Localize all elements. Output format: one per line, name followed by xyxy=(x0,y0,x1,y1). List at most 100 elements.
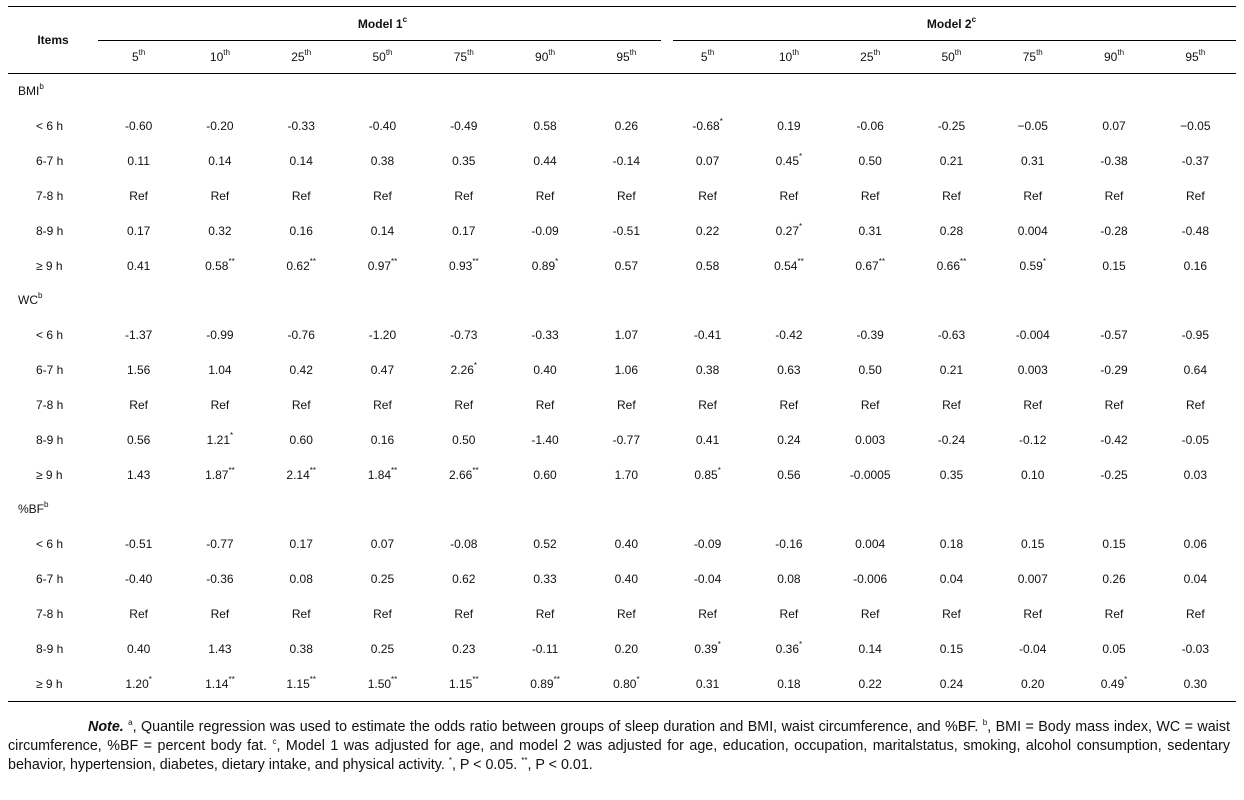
table-cell: 0.15 xyxy=(1021,536,1045,551)
table-cell: 0.03 xyxy=(1183,467,1207,482)
table-cell: 1.21* xyxy=(206,430,234,447)
table-cell: Ref xyxy=(779,606,799,621)
table-note: Note. a, Quantile regression was used to… xyxy=(8,718,1230,775)
table-cell: 0.67** xyxy=(855,256,885,273)
table-cell: -0.60 xyxy=(124,118,153,133)
percentile-header: 95th xyxy=(585,41,667,74)
table-cell: 0.50 xyxy=(858,153,882,168)
table-cell: 2.66** xyxy=(448,465,479,482)
section-row: %BFb xyxy=(8,492,1236,526)
table-cell: Ref xyxy=(860,188,880,203)
table-cell: 0.39* xyxy=(694,639,721,656)
table-cell: 0.32 xyxy=(208,223,232,238)
items-header: Items xyxy=(8,6,98,74)
table-cell: 1.70 xyxy=(614,467,638,482)
table-cell: -0.11 xyxy=(531,641,559,656)
table-cell: -0.03 xyxy=(1181,641,1209,656)
row-label: 7-8 h xyxy=(36,606,64,621)
table-row: 8-9 h 0.17 0.32 0.16 0.14 0.17 -0.09 -0.51 0.22 0… xyxy=(8,213,1236,248)
table-cell: 0.40 xyxy=(533,362,557,377)
table-cell: 1.15** xyxy=(260,666,342,702)
table-cell: Ref xyxy=(616,606,636,621)
table-cell: -0.29 xyxy=(1100,362,1128,377)
table-cell: 0.63 xyxy=(777,362,801,377)
table-cell: 0.97** xyxy=(367,256,398,273)
table-cell: 0.38 xyxy=(695,362,720,377)
table-cell: -1.20 xyxy=(368,327,397,342)
table-cell: 0.60 xyxy=(533,467,557,482)
table-cell: 0.62** xyxy=(286,256,316,273)
table-cell: Ref xyxy=(942,188,961,203)
table-cell: 0.004 xyxy=(1017,223,1048,238)
row-label: 6-7 h xyxy=(36,362,64,377)
table-cell: -0.73 xyxy=(450,327,478,342)
table-cell: 0.80* xyxy=(585,666,667,702)
table-cell: -0.33 xyxy=(531,327,559,342)
table-cell: 0.33 xyxy=(533,571,557,586)
table-row: 7-8 h Ref Ref Ref Ref Ref Ref Ref Ref Ref Ref Ref Re… xyxy=(8,178,1236,213)
table-row: < 6 h -0.51 -0.77 0.17 0.07 -0.08 0.52 0.40 -0.0… xyxy=(8,526,1236,561)
table-cell: 0.16 xyxy=(289,223,313,238)
table-cell: 0.40 xyxy=(614,571,638,586)
table-cell: 0.10 xyxy=(1021,467,1045,482)
table-cell: 0.58** xyxy=(205,256,235,273)
table-cell: 2.14** xyxy=(286,465,316,482)
table-cell: -0.38 xyxy=(1100,153,1128,168)
table-cell: -0.0005 xyxy=(849,467,891,482)
table-row: 7-8 h Ref Ref Ref Ref Ref Ref Ref Ref Ref Ref Ref Re… xyxy=(8,596,1236,631)
percentile-header: 50th xyxy=(910,41,993,74)
table-cell: 0.50 xyxy=(452,432,476,447)
percentile-header: 10th xyxy=(179,41,261,74)
table-cell: Ref xyxy=(860,606,880,621)
table-cell: Ref xyxy=(129,397,148,412)
table-cell: Ref xyxy=(129,188,148,203)
table-cell: -0.12 xyxy=(1019,432,1047,447)
table-cell: 0.47 xyxy=(370,362,395,377)
table-cell: 0.42 xyxy=(289,362,313,377)
table-cell: -0.06 xyxy=(856,118,884,133)
table-cell: -0.04 xyxy=(1019,641,1047,656)
table-cell: -1.37 xyxy=(124,327,153,342)
table-cell: 0.08 xyxy=(289,571,313,586)
table-cell: 1.50** xyxy=(341,666,424,702)
table-cell: 0.85* xyxy=(694,465,721,482)
percentile-header: 5th xyxy=(98,41,180,74)
table-cell: -0.42 xyxy=(775,327,803,342)
section-label: %BFb xyxy=(18,500,49,517)
table-cell: Ref xyxy=(779,188,799,203)
table-cell: 0.19 xyxy=(777,118,801,133)
table-cell: Ref xyxy=(1185,397,1205,412)
table-body: BMIb < 6 h -0.60 -0.20 -0.33 -0.40 -0.49 0.58 0.… xyxy=(8,74,1236,702)
table-cell: -0.41 xyxy=(693,327,722,342)
table-cell: Ref xyxy=(1185,606,1205,621)
row-label: < 6 h xyxy=(36,327,64,342)
table-cell: Ref xyxy=(1104,606,1124,621)
table-cell: 0.08 xyxy=(777,571,801,586)
table-cell: Ref xyxy=(698,397,717,412)
table-cell: 1.84** xyxy=(367,465,398,482)
table-cell: 0.17 xyxy=(126,223,151,238)
table-cell: Ref xyxy=(535,606,555,621)
table-cell: Ref xyxy=(129,606,148,621)
table-cell: -0.40 xyxy=(368,118,397,133)
table-cell: 0.17 xyxy=(452,223,476,238)
row-label: ≥ 9 h xyxy=(36,467,63,482)
regression-table-container: Items Model 1c Model 2c 5th 10th 25th 50th 7… xyxy=(8,6,1236,702)
table-cell: 0.52 xyxy=(533,536,557,551)
table-cell: -0.20 xyxy=(206,118,234,133)
note-text: , Model 1 was adjusted for age, and mode… xyxy=(8,738,1230,773)
table-cell: 0.15 xyxy=(939,641,964,656)
table-cell: 0.16 xyxy=(1183,258,1207,273)
table-cell: Ref xyxy=(454,397,474,412)
table-cell: 0.07 xyxy=(695,153,720,168)
table-row: < 6 h -1.37 -0.99 -0.76 -1.20 -0.73 -0.33 1.07 -… xyxy=(8,317,1236,352)
table-cell: Ref xyxy=(373,397,392,412)
table-header: Items Model 1c Model 2c 5th 10th 25th 50th 7… xyxy=(8,6,1236,74)
table-cell: 1.15** xyxy=(423,666,505,702)
table-cell: Ref xyxy=(1104,188,1124,203)
table-cell: 0.30 xyxy=(1154,666,1236,702)
table-cell: -0.48 xyxy=(1181,223,1209,238)
table-cell: 0.40 xyxy=(614,536,638,551)
table-cell: Ref xyxy=(291,606,311,621)
table-cell: 0.24 xyxy=(910,666,993,702)
